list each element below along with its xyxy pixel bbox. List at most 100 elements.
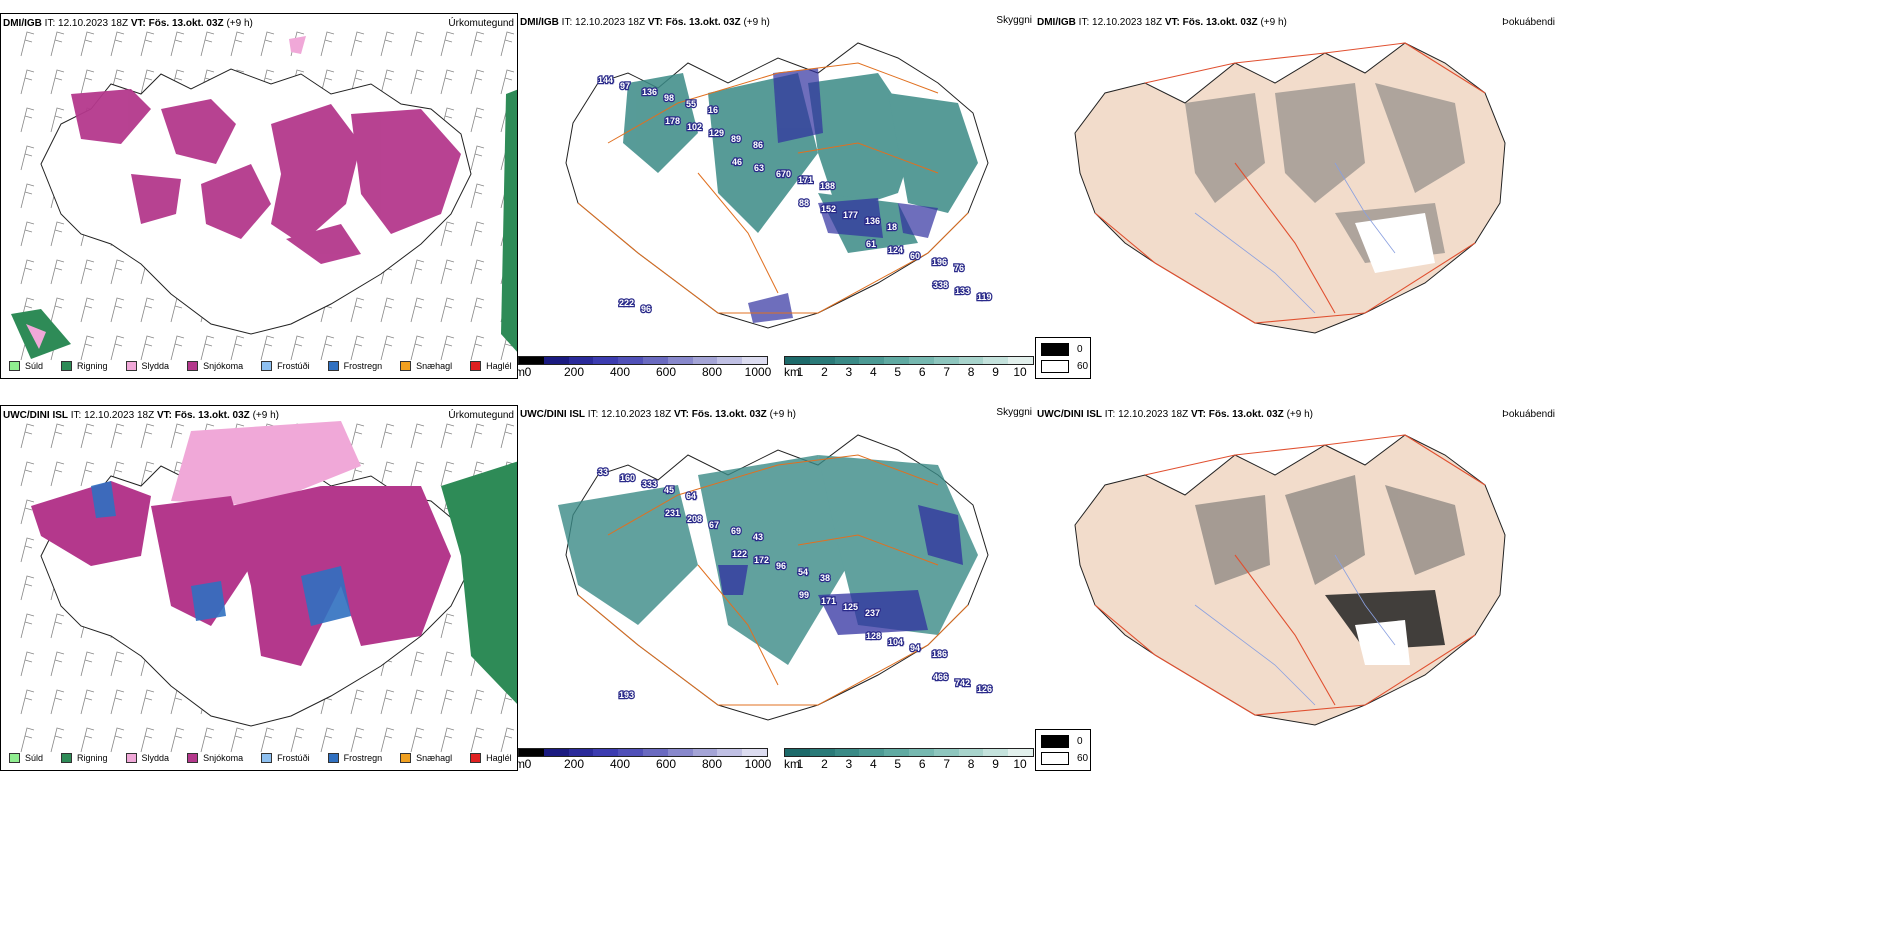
wind-barb [200, 335, 215, 361]
wind-barb [80, 689, 95, 715]
wind-barb [350, 69, 365, 95]
fog-max-swatch [1041, 360, 1069, 373]
wind-barb [50, 69, 65, 95]
wind-barb [380, 335, 395, 361]
wind-barb [470, 259, 485, 285]
wind-barb [80, 461, 95, 487]
colorbar-tick-label: 10 [1013, 757, 1027, 771]
bottom-fog-header: UWC/DINI ISL IT: 12.10.2023 18Z VT: Fös.… [1037, 409, 1313, 421]
wind-barb [470, 69, 485, 95]
valid-time: VT: Fös. 13.okt. 03Z [1190, 409, 1284, 420]
colorbar-tick-label: 9 [992, 365, 999, 379]
wind-barb [110, 297, 125, 323]
colorbar-segment [1008, 749, 1033, 756]
bottom-fog-panel: UWC/DINI ISL IT: 12.10.2023 18Z VT: Fös.… [1035, 405, 1555, 771]
wind-barb [110, 259, 125, 285]
roads [1094, 434, 1486, 716]
wind-barb [110, 727, 125, 753]
fog-min-swatch [1041, 343, 1069, 356]
cloud-base-label: 55 [686, 99, 696, 109]
wind-barb [440, 423, 455, 449]
legend-label: Rigning [77, 361, 108, 371]
cloud-base-label: 104 [888, 637, 903, 647]
wind-barb [200, 31, 215, 57]
colorbar-segment [958, 357, 984, 364]
cloud-base-label: 45 [664, 485, 674, 495]
fog-max-swatch [1041, 752, 1069, 765]
colorbar-tick-label: 10 [1013, 365, 1027, 379]
wind-barb [380, 423, 395, 449]
cloud-base-label: 33 [598, 467, 608, 477]
legend-item: Frostregn [327, 361, 383, 371]
legend-swatch [327, 361, 339, 371]
wind-barb [80, 69, 95, 95]
wind-barb [500, 727, 515, 753]
wind-barb [50, 423, 65, 449]
cloud-base-label: 196 [932, 257, 947, 267]
fog-shading [1195, 475, 1465, 585]
wind-barb [320, 69, 335, 95]
cloud-base-label: 172 [754, 555, 769, 565]
legend-swatch [261, 753, 273, 763]
wind-barb [20, 107, 35, 133]
wind-barb [410, 297, 425, 323]
wind-barb [260, 31, 275, 57]
colorbar-tick-label: 8 [967, 757, 975, 771]
top-visibility-map: 144 178 46 88 61 338 97 102 63 152 124 133 136 129 670… [565, 42, 993, 329]
model-name: DMI/IGB [1037, 17, 1076, 28]
roads [577, 454, 969, 706]
cloud-base-labels: 144 178 46 88 61 338 97 102 63 152 124 133 136 129 670… [597, 74, 993, 316]
wind-barb [170, 335, 185, 361]
cloud-base-label: 16 [708, 105, 718, 115]
wind-barb [470, 145, 485, 171]
wind-barb [440, 259, 455, 285]
valid-time: VT: Fös. 13.okt. 03Z [673, 409, 767, 420]
cloud-base-label: 125 [843, 602, 858, 612]
wind-barb [380, 461, 395, 487]
cloud-base-label: 136 [865, 216, 880, 226]
cloud-base-label: 96 [641, 304, 651, 314]
colorbar-tick-label: 6 [918, 757, 926, 771]
bottom-fog-map [1074, 434, 1506, 726]
wind-barb [20, 31, 35, 57]
colorbar-segment [859, 357, 885, 364]
legend-swatch [400, 753, 412, 763]
cloud-base-label: 86 [753, 140, 763, 150]
colorbar-segment [543, 749, 569, 756]
legend-label: Frostregn [343, 361, 383, 371]
colorbar-tick-label: 0 [524, 757, 532, 771]
cloud-base-label: 160 [620, 473, 635, 483]
wind-barb [50, 31, 65, 57]
wind-barb [350, 297, 365, 323]
colorbar-segment [884, 357, 909, 364]
init-time: IT: 12.10.2023 18Z [44, 18, 129, 29]
cloud-base-areas [718, 505, 963, 635]
colorbar-tick-label: 600 [655, 365, 677, 379]
wind-barb [230, 727, 245, 753]
cloud-base-label: 208 [687, 514, 702, 524]
cloud-base-label: 670 [776, 169, 791, 179]
colorbar-tick-label: 4 [869, 757, 877, 771]
legend-item: Frostregn [327, 753, 382, 763]
fog-max-label: 60 [1077, 361, 1089, 372]
cloud-base-label: 89 [731, 134, 741, 144]
cloud-base-label: 18 [887, 222, 897, 232]
legend-item: Snæhagl [400, 753, 452, 763]
wind-barb [350, 31, 365, 57]
fog-core [1325, 590, 1445, 650]
valid-time: VT: Fös. 13.okt. 03Z [156, 410, 250, 421]
colorbar-tick-label: 1 [796, 757, 804, 771]
wind-barb [140, 423, 155, 449]
cloud-base-label: 466 [933, 672, 948, 682]
wind-barb [470, 727, 485, 753]
cloud-base-label: 98 [664, 93, 674, 103]
top-precip-map [11, 31, 517, 361]
wind-barb [290, 335, 305, 361]
colorbar-tick-label: 8 [967, 365, 975, 379]
wind-barb [20, 221, 35, 247]
colorbar-segment [692, 357, 718, 364]
lead-time: (+9 h) [743, 17, 770, 28]
wind-barb [350, 423, 365, 449]
legend-swatch [125, 361, 137, 371]
colorbar-unit: km [784, 365, 800, 379]
